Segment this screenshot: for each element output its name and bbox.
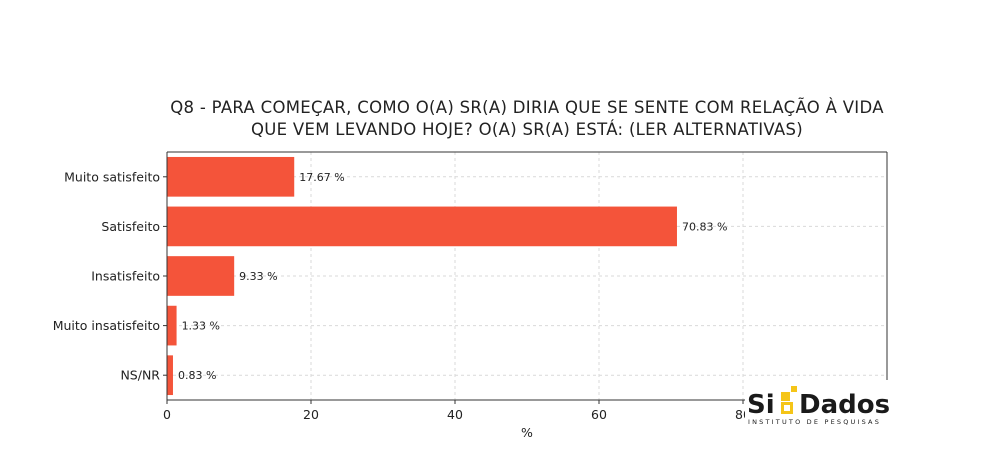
value-label: 70.83 %: [682, 220, 727, 233]
value-label: 1.33 %: [182, 320, 220, 333]
value-label: 17.67 %: [299, 171, 344, 184]
logo-accent-icon: [781, 386, 797, 414]
logo-text-dados: Dados: [799, 390, 890, 420]
x-tick-label: 60: [591, 407, 607, 422]
bars: [167, 156, 677, 396]
x-tick-label: 20: [303, 407, 319, 422]
bar-muito-satisfeito: [167, 156, 295, 197]
category-label: Satisfeito: [101, 219, 160, 234]
category-label: Muito insatisfeito: [53, 318, 160, 333]
logo-subtitle: INSTITUTO DE PESQUISAS: [748, 418, 881, 426]
logo-background: [745, 380, 910, 432]
x-axis-label: %: [521, 425, 533, 440]
bar-ns-nr: [167, 355, 173, 396]
chart-title-line-1: Q8 - PARA COMEÇAR, COMO O(A) SR(A) DIRIA…: [170, 98, 884, 117]
x-tick-label: 40: [447, 407, 463, 422]
category-label: NS/NR: [120, 368, 160, 383]
labels: Muito satisfeito 17.67 % Satisfeito 70.83 %…: [53, 169, 899, 440]
value-label: 9.33 %: [239, 270, 277, 283]
sidados-logo: Si Dados INSTITUTO DE PESQUISAS: [745, 380, 910, 432]
logo-text-si: Si: [747, 390, 775, 420]
bar-muito-insatisfeito: [167, 305, 177, 346]
bar-insatisfeito: [167, 256, 235, 296]
chart-title-line-2: QUE VEM LEVANDO HOJE? O(A) SR(A) ESTÁ: (…: [251, 120, 803, 139]
category-label: Insatisfeito: [91, 269, 160, 284]
value-label: 0.83 %: [178, 369, 216, 382]
bar-satisfeito: [167, 206, 677, 247]
chart-title: Q8 - PARA COMEÇAR, COMO O(A) SR(A) DIRIA…: [170, 98, 884, 139]
category-label: Muito satisfeito: [64, 169, 160, 184]
x-tick-label: 0: [163, 407, 171, 422]
axes: [163, 151, 888, 404]
